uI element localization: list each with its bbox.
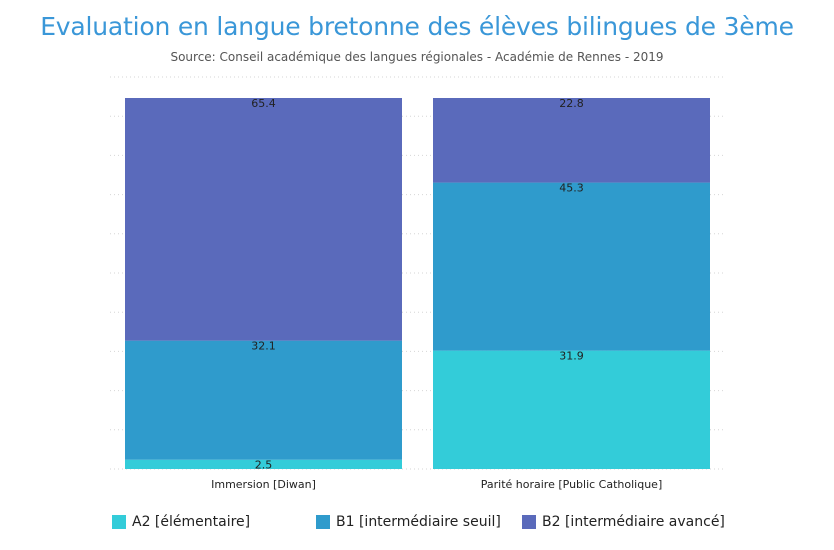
data-label: 2.5 <box>255 459 273 472</box>
bar-segment[interactable] <box>125 98 402 341</box>
legend-label: B2 [intermédiaire avancé] <box>542 514 725 530</box>
bar-segment[interactable] <box>125 340 402 460</box>
legend-swatch <box>522 515 536 529</box>
bar-segment[interactable] <box>125 459 402 469</box>
data-labels: 2.5 32.1 65.4 31.9 45.3 22.8 <box>251 97 584 472</box>
chart-title: Evaluation en langue bretonne des élèves… <box>40 12 794 41</box>
legend-item[interactable]: A2 [élémentaire] <box>112 514 250 530</box>
x-tick-labels: Immersion [Diwan] Parité horaire [Public … <box>211 478 662 491</box>
legend-item[interactable]: B2 [intermédiaire avancé] <box>522 514 725 530</box>
bar-segment[interactable] <box>433 182 710 351</box>
legend-label: A2 [élémentaire] <box>132 514 251 530</box>
chart-subtitle: Source: Conseil académique des langues r… <box>170 50 664 64</box>
legend-item[interactable]: B1 [intermédiaire seuil] <box>316 514 501 530</box>
bar-segment[interactable] <box>433 350 710 469</box>
data-label: 22.8 <box>559 97 584 110</box>
data-label: 65.4 <box>251 97 276 110</box>
data-label: 31.9 <box>559 350 584 363</box>
data-label: 45.3 <box>559 182 584 195</box>
legend: A2 [élémentaire] B1 [intermédiaire seuil]… <box>0 514 834 536</box>
legend-label: B1 [intermédiaire seuil] <box>336 514 501 530</box>
bar-segment[interactable] <box>433 98 710 183</box>
data-label: 32.1 <box>251 340 276 353</box>
legend-swatch <box>316 515 330 529</box>
x-tick-label: Parité horaire [Public Catholique] <box>481 478 663 491</box>
legend-swatch <box>112 515 126 529</box>
x-tick-label: Immersion [Diwan] <box>211 478 316 491</box>
bars <box>125 98 710 469</box>
